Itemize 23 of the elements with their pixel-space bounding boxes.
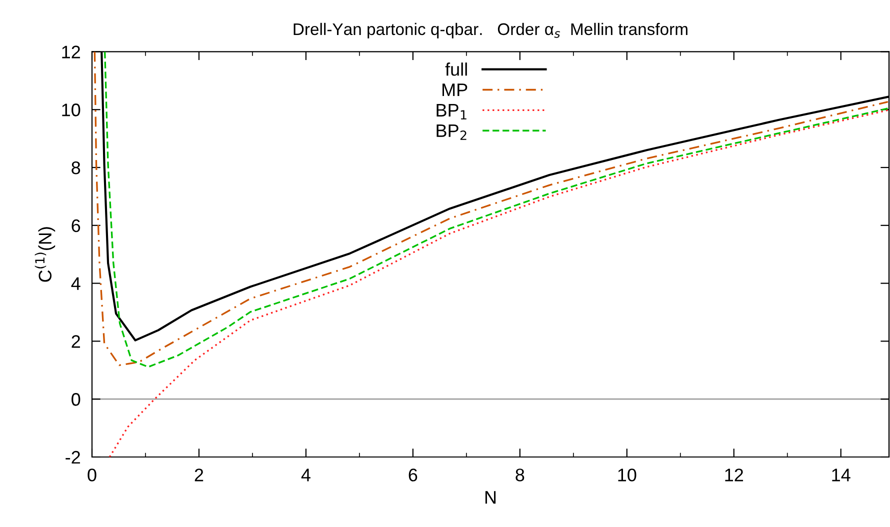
x-tick-label: 2 <box>194 468 204 482</box>
x-tick-label: 0 <box>88 468 96 482</box>
y-tick-label: 0 <box>72 393 80 406</box>
y-tick-label: 6 <box>72 219 80 232</box>
y-tick-label: -2 <box>66 450 80 464</box>
legend-label: full <box>445 62 467 76</box>
y-tick-label: 2 <box>72 335 80 348</box>
x-tick-label: 8 <box>516 468 524 482</box>
x-tick-label: 4 <box>301 468 310 482</box>
x-tick-label: 14 <box>832 468 850 482</box>
y-axis-title: C$^{(1)}$(N) <box>34 227 56 282</box>
chart-title: Drell-Yan partonic q-qbar. Order α$_{s}$ Mellin transform <box>294 22 688 38</box>
y-tick-label: 8 <box>72 161 80 174</box>
legend-label: BP$_{1}$ <box>436 104 466 120</box>
legend-label: BP$_{2}$ <box>436 124 466 140</box>
x-tick-label: 10 <box>618 468 636 482</box>
x-tick-label: 6 <box>408 468 418 482</box>
y-tick-label: 10 <box>62 104 80 116</box>
legend-label: MP <box>442 84 468 96</box>
y-tick-label: 12 <box>62 46 80 58</box>
x-axis-title: N <box>485 491 496 504</box>
y-tick-label: 4 <box>71 277 80 290</box>
x-tick-label: 12 <box>725 468 744 482</box>
